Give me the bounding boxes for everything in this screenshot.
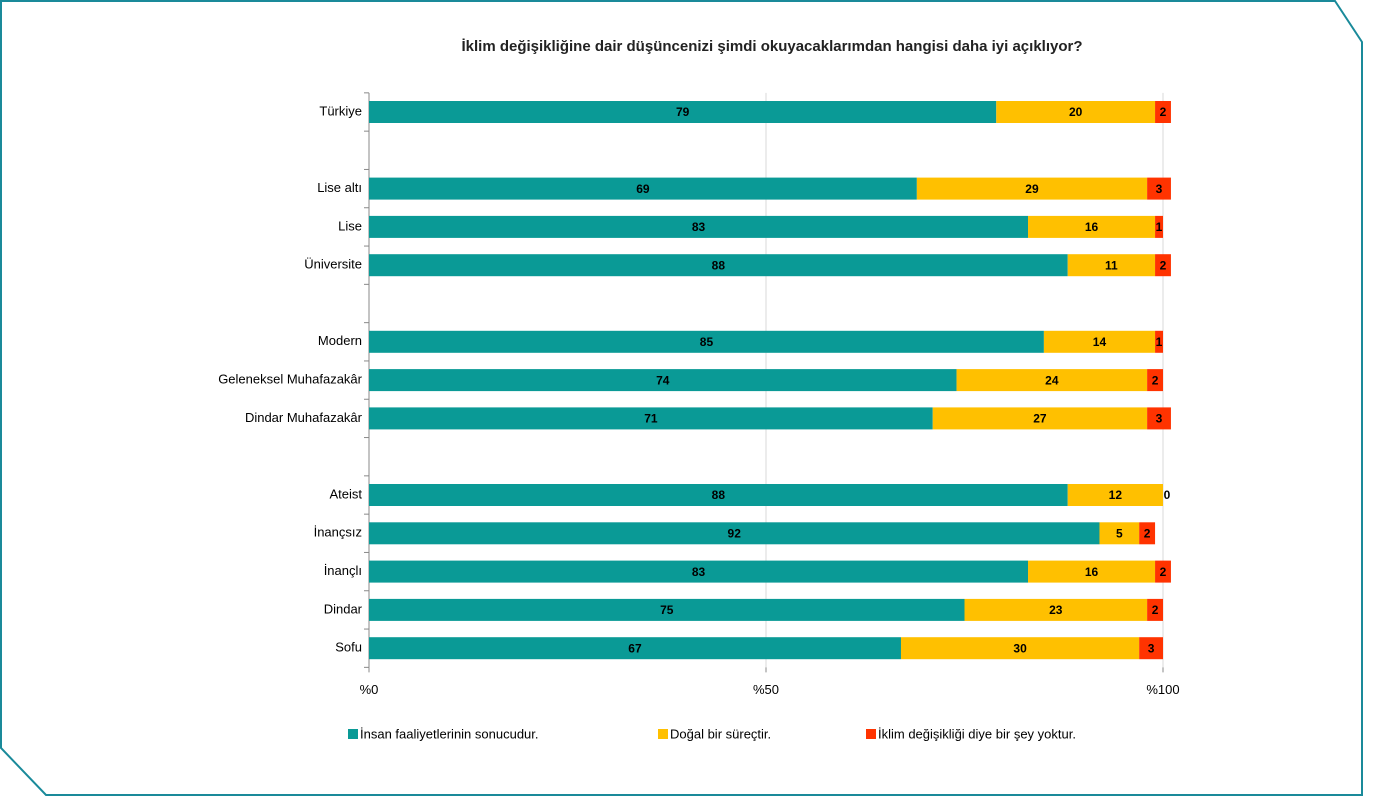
bar-segment	[369, 254, 1068, 277]
data-label: 88	[712, 488, 726, 502]
y-tick-label: Lise	[338, 218, 362, 233]
data-label: 16	[1085, 220, 1099, 234]
bar-segment	[369, 484, 1068, 506]
data-label: 23	[1049, 603, 1063, 617]
data-label: 2	[1160, 105, 1167, 119]
bar-segment	[956, 369, 1148, 392]
legend-swatch	[658, 729, 668, 739]
data-label: 83	[692, 565, 706, 579]
data-label: 69	[636, 182, 650, 196]
data-label: 3	[1148, 641, 1155, 655]
bar-segment	[1028, 215, 1156, 238]
y-tick-label: Dindar	[324, 601, 363, 616]
data-label: 88	[712, 258, 726, 272]
x-tick-label: %100	[1146, 682, 1179, 697]
data-label: 14	[1093, 335, 1107, 349]
bar-segment	[369, 637, 901, 660]
data-label: 2	[1144, 526, 1151, 540]
data-label: 3	[1156, 182, 1163, 196]
data-label: 75	[660, 603, 674, 617]
data-label: 79	[676, 105, 690, 119]
bar-segment	[1139, 637, 1163, 660]
data-label: 92	[728, 526, 742, 540]
legend-swatch	[348, 729, 358, 739]
y-tick-label: Üniversite	[304, 257, 362, 272]
data-label: 1	[1156, 335, 1163, 349]
bar-segment	[1147, 407, 1171, 430]
x-tick-label: %50	[753, 682, 779, 697]
data-label: 29	[1025, 182, 1039, 196]
bar-segment	[369, 407, 933, 430]
bar-segment	[1067, 254, 1156, 277]
bar-segment	[1043, 330, 1156, 353]
data-label: 27	[1033, 412, 1047, 426]
bar-segment	[996, 101, 1156, 123]
data-label: 16	[1085, 565, 1099, 579]
data-label: 67	[628, 641, 642, 655]
data-label: 30	[1013, 641, 1027, 655]
data-label: 0	[1164, 488, 1171, 502]
data-label: 2	[1160, 565, 1167, 579]
y-tick-label: Sofu	[335, 640, 362, 655]
bar-segment	[932, 407, 1148, 430]
data-label: 24	[1045, 373, 1059, 387]
bar-segment	[964, 598, 1148, 621]
y-tick-label: İnançsız	[314, 525, 362, 540]
bar-segment	[1147, 598, 1163, 621]
data-label: 2	[1152, 373, 1159, 387]
bar-segment	[1155, 560, 1171, 583]
x-tick-label: %0	[360, 682, 379, 697]
y-tick-label: İnançlı	[324, 563, 362, 578]
legend-label: Doğal bir süreçtir.	[670, 726, 771, 741]
data-label: 3	[1156, 412, 1163, 426]
bar-segment	[1147, 369, 1163, 392]
legend-label: İnsan faaliyetlerinin sonucudur.	[360, 726, 539, 741]
bar-segment	[916, 177, 1148, 200]
bar-segment	[369, 330, 1044, 353]
bar-segment	[1147, 177, 1171, 200]
data-label: 85	[700, 335, 714, 349]
chart-title: İklim değişikliğine dair düşüncenizi şim…	[461, 38, 1083, 55]
bar-segment	[369, 177, 917, 200]
data-label: 2	[1152, 603, 1159, 617]
bar-segment	[1028, 560, 1156, 583]
y-tick-label: Geleneksel Muhafazakâr	[218, 372, 362, 387]
data-label: 2	[1160, 258, 1167, 272]
data-label: 74	[656, 373, 670, 387]
bar-segment	[1155, 254, 1171, 277]
bar-segment	[369, 522, 1100, 545]
y-tick-label: Dindar Muhafazakâr	[245, 410, 363, 425]
legend-label: İklim değişikliği diye bir şey yoktur.	[878, 726, 1076, 741]
y-tick-label: Ateist	[329, 486, 362, 501]
data-label: 71	[644, 412, 658, 426]
data-label: 5	[1116, 526, 1123, 540]
bar-segment	[1155, 101, 1171, 123]
bar-segment	[900, 637, 1140, 660]
bar-segment	[369, 101, 997, 123]
data-label: 12	[1109, 488, 1123, 502]
bar-segment	[1155, 215, 1163, 238]
bar-segment	[1139, 522, 1156, 545]
data-label: 83	[692, 220, 706, 234]
bar-segment	[369, 560, 1029, 583]
bar-segment	[369, 215, 1029, 238]
bar-segment	[1067, 484, 1163, 506]
y-tick-label: Türkiye	[319, 103, 362, 118]
legend-swatch	[866, 729, 876, 739]
y-tick-label: Lise altı	[317, 180, 362, 195]
bar-segment	[1099, 522, 1140, 545]
y-tick-label: Modern	[318, 333, 362, 348]
data-label: 1	[1156, 220, 1163, 234]
data-label: 20	[1069, 105, 1083, 119]
data-label: 11	[1105, 258, 1118, 272]
bar-segment	[369, 369, 957, 392]
bar-segment	[1155, 330, 1163, 353]
bar-segment	[369, 598, 965, 621]
